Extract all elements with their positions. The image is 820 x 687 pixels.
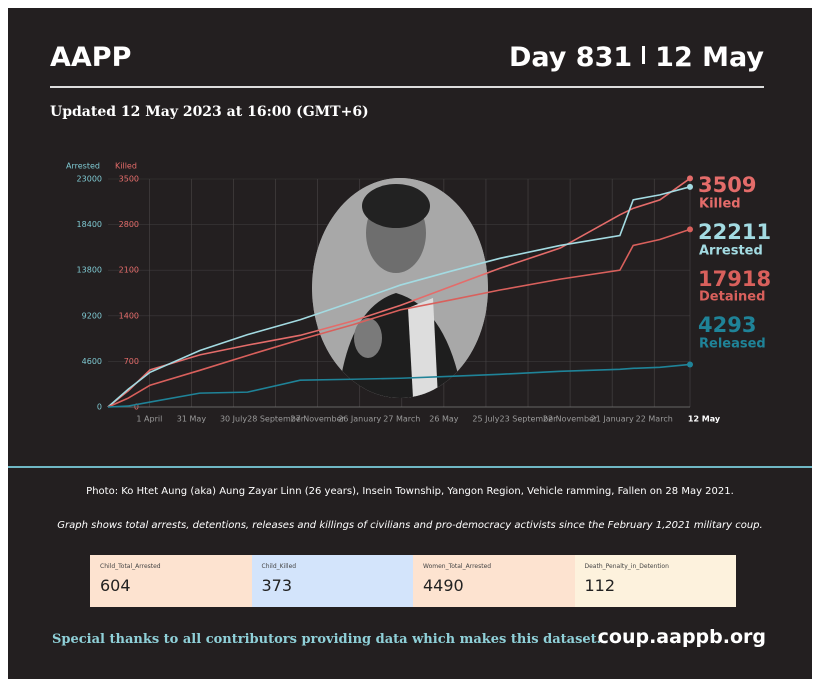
- rule: [50, 86, 764, 88]
- date: 12 May: [655, 42, 764, 73]
- card-label: Women_Total_Arrested: [423, 563, 492, 570]
- card-label: Death_Penalty_in_Detention: [584, 563, 669, 570]
- card-value: 373: [261, 576, 293, 595]
- x-tick-label: 21 January: [591, 415, 634, 424]
- stat-card: Death_Penalty_in_Detention 112: [574, 555, 736, 607]
- x-tick-label: 26 January: [338, 415, 381, 424]
- separator: [642, 46, 646, 64]
- x-tick-label: 28 September: [247, 415, 305, 424]
- card-value: 112: [584, 576, 616, 595]
- card-value: 604: [100, 576, 131, 595]
- end-value-label: 3509: [698, 173, 756, 197]
- legend-entry: Arrested: [699, 244, 763, 259]
- y-tick-label: 9200: [82, 311, 102, 320]
- stat-card: Child_Total_Arrested 604: [90, 555, 252, 607]
- end-marker: [687, 361, 693, 368]
- y2-tick-label: 3500: [119, 175, 139, 184]
- note: Graph shows total arrests, detentions, r…: [57, 520, 763, 531]
- legend-entry: Killed: [699, 197, 741, 212]
- x-tick-label: 1 April: [136, 415, 162, 424]
- y2-axis-label: Killed: [115, 162, 137, 171]
- y-tick-label: 13800: [77, 266, 102, 275]
- end-value-label: 4293: [698, 313, 756, 337]
- x-tick-label: 12 May: [688, 415, 721, 424]
- x-tick-label: 22 November: [543, 415, 598, 424]
- y2-tick-label: 2100: [119, 266, 139, 275]
- series-line: [107, 363, 691, 408]
- card-value: 4490: [423, 576, 464, 595]
- end-marker: [687, 183, 693, 190]
- end-marker: [687, 175, 693, 182]
- stat-cards: Child_Total_Arrested 604 Child_Killed 373 Wo…: [90, 555, 736, 607]
- stat-card: Women_Total_Arrested 4490: [413, 555, 575, 607]
- x-tick-label: 27 March: [383, 415, 420, 424]
- day-date: Day 831 12 May: [509, 42, 764, 73]
- legend-entry: Detained: [699, 290, 765, 305]
- end-value-label: 22211: [698, 220, 771, 244]
- series-line: [107, 186, 691, 408]
- card-label: Child_Total_Arrested: [100, 563, 161, 570]
- legend-entry: Released: [699, 337, 766, 352]
- y-tick-label: 4600: [82, 357, 102, 366]
- x-tick-label: 31 May: [177, 415, 207, 424]
- series-line: [107, 228, 691, 408]
- end-marker: [687, 226, 693, 233]
- end-value-label: 17918: [698, 267, 771, 291]
- y-tick-label: 23000: [77, 175, 102, 184]
- y-tick-label: 0: [97, 403, 102, 412]
- photo: [312, 178, 488, 398]
- infographic: AAPP Day 831 12 May Updated 12 May 2023 a…: [8, 8, 812, 679]
- url: coup.aappb.org: [597, 626, 766, 648]
- photo-caption: Photo: Ko Htet Aung (aka) Aung Zayar Lin…: [86, 486, 734, 497]
- thanks: Special thanks to all contributors provi…: [52, 632, 602, 647]
- x-tick-label: 30 July: [220, 415, 247, 424]
- card-label: Child_Killed: [261, 563, 297, 570]
- x-tick-label: 22 March: [636, 415, 673, 424]
- x-tick-label: 27 November: [290, 415, 345, 424]
- x-tick-label: 23 September: [500, 415, 558, 424]
- stat-card: Child_Killed 373: [251, 555, 413, 607]
- y2-tick-label: 2800: [119, 220, 139, 229]
- x-tick-label: 26 May: [429, 415, 459, 424]
- updated: Updated 12 May 2023 at 16:00 (GMT+6): [50, 104, 369, 120]
- y-axis-label: Arrested: [66, 162, 100, 171]
- y-tick-label: 18400: [77, 220, 102, 229]
- y2-tick-label: 700: [124, 357, 139, 366]
- title: AAPP: [50, 42, 132, 73]
- chart: Arrested Killed 0 4600 9200 13800 18400 23000…: [66, 162, 771, 424]
- y2-tick-label: 1400: [119, 311, 139, 320]
- x-tick-label: 25 July: [472, 415, 499, 424]
- divider: [8, 466, 812, 468]
- day: Day 831: [508, 42, 633, 73]
